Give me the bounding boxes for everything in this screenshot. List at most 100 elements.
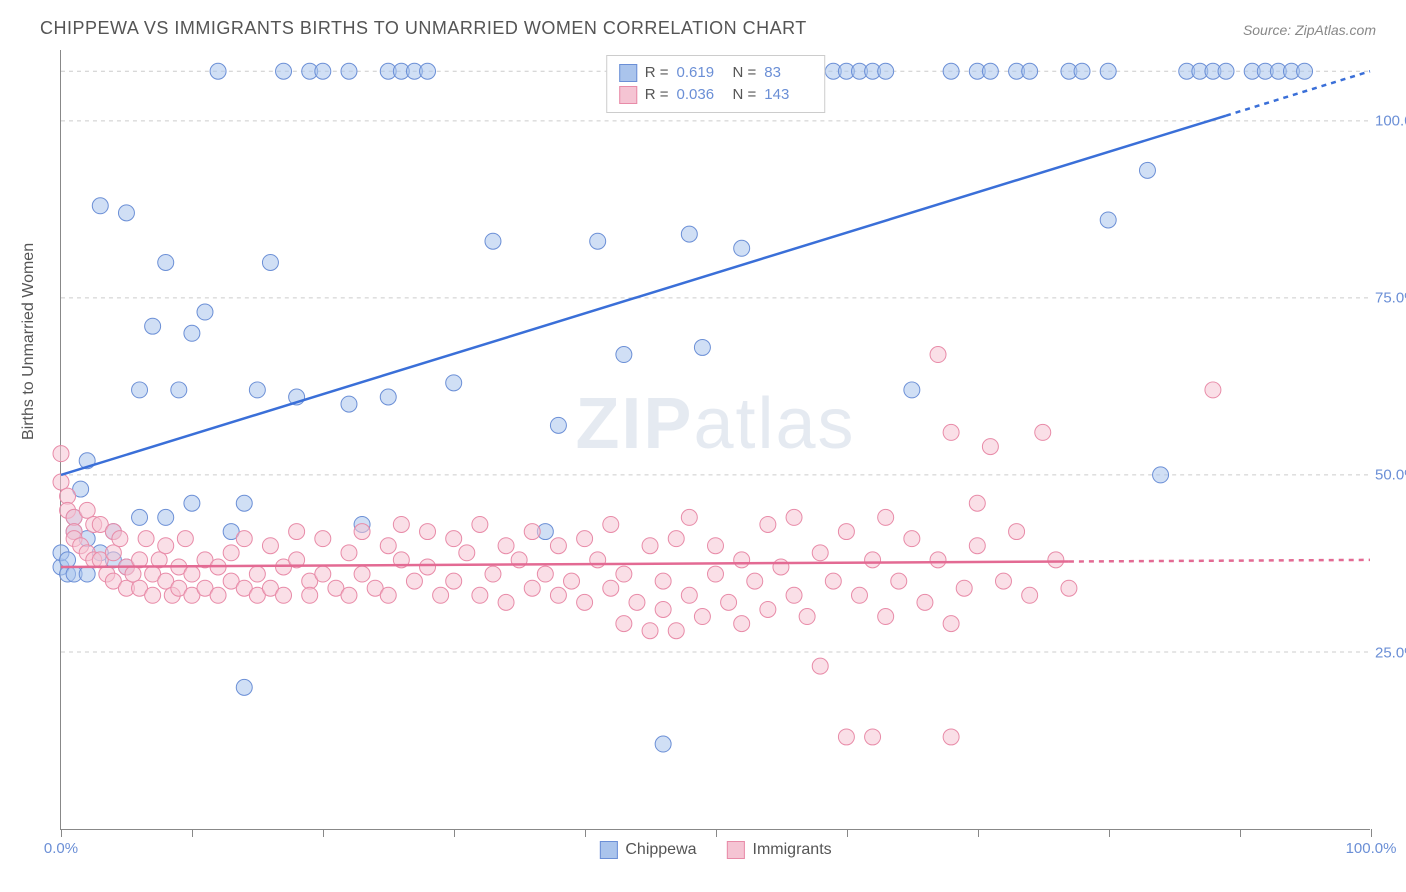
data-point — [472, 587, 488, 603]
data-point — [79, 566, 95, 582]
data-point — [917, 594, 933, 610]
n-label: N = — [733, 84, 757, 106]
data-point — [564, 573, 580, 589]
data-point — [1035, 424, 1051, 440]
data-point — [616, 347, 632, 363]
data-point — [747, 573, 763, 589]
trend-line — [61, 116, 1226, 475]
data-point — [315, 566, 331, 582]
x-tick — [192, 829, 193, 837]
y-tick-label: 25.0% — [1375, 644, 1406, 661]
data-point — [1048, 552, 1064, 568]
y-axis-label: Births to Unmarried Women — [20, 243, 38, 440]
data-point — [982, 63, 998, 79]
source-attribution: Source: ZipAtlas.com — [1243, 22, 1376, 38]
data-point — [145, 318, 161, 334]
data-point — [681, 587, 697, 603]
data-point — [118, 205, 134, 221]
data-point — [262, 254, 278, 270]
data-point — [446, 375, 462, 391]
data-point — [956, 580, 972, 596]
data-point — [590, 552, 606, 568]
plot-area: ZIPatlas R = 0.619 N = 83 R = 0.036 N = … — [60, 50, 1370, 830]
data-point — [812, 658, 828, 674]
x-tick-label: 0.0% — [44, 840, 78, 857]
data-point — [433, 587, 449, 603]
x-tick — [978, 829, 979, 837]
data-point — [171, 382, 187, 398]
y-tick-label: 50.0% — [1375, 467, 1406, 484]
data-point — [341, 396, 357, 412]
data-point — [642, 623, 658, 639]
data-point — [681, 226, 697, 242]
data-point — [969, 538, 985, 554]
data-point — [236, 679, 252, 695]
data-point — [1297, 63, 1313, 79]
x-tick — [1371, 829, 1372, 837]
legend-item-chippewa: Chippewa — [599, 841, 696, 859]
stats-row-chippewa: R = 0.619 N = 83 — [619, 62, 813, 84]
data-point — [132, 382, 148, 398]
data-point — [485, 566, 501, 582]
swatch-chippewa — [619, 64, 637, 82]
data-point — [616, 566, 632, 582]
x-tick-label: 100.0% — [1346, 840, 1397, 857]
data-point — [786, 509, 802, 525]
data-point — [92, 198, 108, 214]
data-point — [210, 63, 226, 79]
data-point — [1061, 580, 1077, 596]
data-point — [276, 63, 292, 79]
data-point — [734, 616, 750, 632]
data-point — [694, 609, 710, 625]
data-point — [276, 587, 292, 603]
data-point — [472, 516, 488, 532]
data-point — [112, 531, 128, 547]
data-point — [125, 566, 141, 582]
y-tick-label: 100.0% — [1375, 112, 1406, 129]
data-point — [969, 495, 985, 511]
data-point — [393, 516, 409, 532]
data-point — [1022, 587, 1038, 603]
legend-swatch-chippewa — [599, 841, 617, 859]
data-point — [354, 524, 370, 540]
data-point — [105, 545, 121, 561]
data-point — [498, 594, 514, 610]
data-point — [708, 566, 724, 582]
data-point — [132, 509, 148, 525]
x-tick — [716, 829, 717, 837]
r-value-chippewa: 0.619 — [677, 62, 725, 84]
chart-svg — [61, 50, 1370, 829]
data-point — [60, 552, 76, 568]
data-point — [289, 524, 305, 540]
data-point — [158, 538, 174, 554]
data-point — [629, 594, 645, 610]
data-point — [498, 538, 514, 554]
data-point — [184, 495, 200, 511]
data-point — [446, 531, 462, 547]
data-point — [773, 559, 789, 575]
data-point — [603, 516, 619, 532]
data-point — [668, 531, 684, 547]
data-point — [681, 509, 697, 525]
data-point — [577, 594, 593, 610]
stats-legend: R = 0.619 N = 83 R = 0.036 N = 143 — [606, 55, 826, 113]
legend-label-immigrants: Immigrants — [753, 841, 832, 859]
data-point — [380, 538, 396, 554]
data-point — [878, 609, 894, 625]
data-point — [420, 559, 436, 575]
data-point — [459, 545, 475, 561]
data-point — [354, 566, 370, 582]
data-point — [760, 601, 776, 617]
data-point — [262, 538, 278, 554]
data-point — [1153, 467, 1169, 483]
data-point — [53, 474, 69, 490]
data-point — [177, 531, 193, 547]
data-point — [1205, 382, 1221, 398]
x-tick — [454, 829, 455, 837]
data-point — [550, 538, 566, 554]
swatch-immigrants — [619, 86, 637, 104]
data-point — [184, 325, 200, 341]
data-point — [642, 538, 658, 554]
data-point — [1074, 63, 1090, 79]
x-tick — [1109, 829, 1110, 837]
